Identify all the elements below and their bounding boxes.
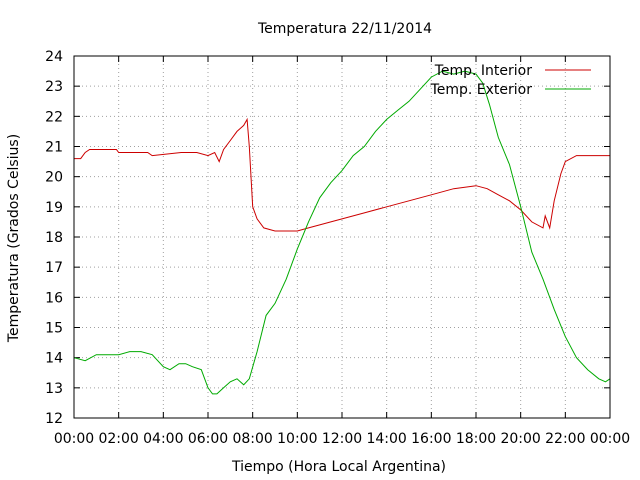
y-axis-label: Temperatura (Grados Celsius)	[6, 134, 22, 343]
y-tick-label: 15	[45, 321, 63, 337]
y-tick-label: 24	[45, 49, 63, 65]
x-tick-label: 20:00	[500, 431, 540, 447]
y-tick-label: 22	[45, 109, 63, 125]
series-line-exterior	[73, 70, 611, 395]
y-tick-label: 23	[45, 79, 63, 95]
x-tick-label: 12:00	[322, 431, 362, 447]
x-tick-label: 00:00	[590, 431, 630, 447]
y-tick-label: 16	[45, 290, 63, 306]
y-tick-label: 19	[45, 200, 63, 216]
y-tick-label: 21	[45, 140, 63, 156]
chart-title: Temperatura 22/11/2014	[257, 21, 432, 37]
legend-label-interior: Temp. Interior	[434, 63, 533, 79]
x-tick-label: 02:00	[98, 431, 138, 447]
series-line-interior	[74, 117, 610, 232]
x-tick-label: 14:00	[366, 431, 406, 447]
x-tick-label: 04:00	[143, 431, 183, 447]
x-tick-label: 00:00	[54, 431, 94, 447]
y-tick-label: 20	[45, 170, 63, 186]
plot-border	[73, 55, 611, 419]
grid-lines	[74, 56, 610, 418]
y-tick-labels: 12 13 14 15 16 17 18 19 20 21 22 23 24	[45, 49, 63, 427]
y-tick-label: 12	[45, 411, 63, 427]
x-axis-label: Tiempo (Hora Local Argentina)	[231, 459, 446, 475]
x-tick-label: 18:00	[456, 431, 496, 447]
x-tick-label: 06:00	[188, 431, 228, 447]
x-tick-label: 22:00	[545, 431, 585, 447]
y-tick-label: 17	[45, 260, 63, 276]
x-tick-label: 10:00	[277, 431, 317, 447]
x-tick-label: 08:00	[232, 431, 272, 447]
series-lines	[73, 70, 611, 395]
y-tick-label: 13	[45, 381, 63, 397]
legend: Temp. Interior Temp. Exterior	[430, 63, 591, 98]
x-tick-labels: 00:00 02:00 04:00 06:00 08:00 10:00 12:00 14:00…	[54, 431, 630, 447]
y-tick-label: 18	[45, 230, 63, 246]
y-tick-label: 14	[45, 351, 63, 367]
legend-label-exterior: Temp. Exterior	[430, 82, 533, 98]
x-tick-label: 16:00	[411, 431, 451, 447]
